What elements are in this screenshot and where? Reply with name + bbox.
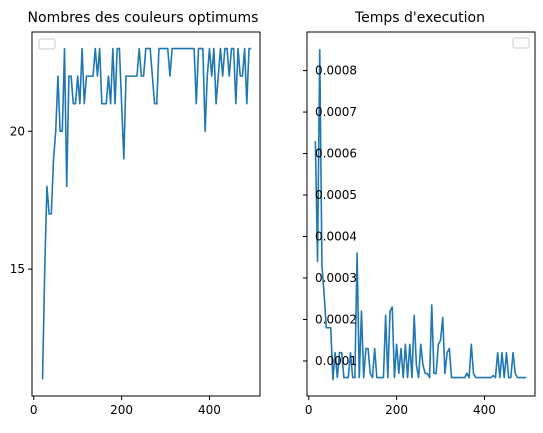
x-axis: 0 200 400: [305, 396, 496, 417]
y-tick-label: 0.0008: [315, 64, 357, 78]
y-tick-label: 15: [10, 262, 25, 276]
chart-title: Nombres des couleurs optimums: [28, 10, 259, 26]
x-tick-label: 0: [30, 403, 38, 417]
series-line-group: [41, 47, 252, 380]
legend-box: [38, 38, 56, 50]
legend-box: [512, 37, 530, 49]
x-tick-label: 0: [305, 403, 313, 417]
x-tick-label: 400: [198, 403, 221, 417]
plot-frame: [31, 31, 261, 397]
x-tick-label: 200: [110, 403, 133, 417]
y-axis: 0.0001 0.0002 0.0003 0.0004 0.0005 0.0006 0.00…: [303, 64, 357, 368]
y-tick-label: 0.0004: [315, 230, 357, 244]
y-tick-label: 0.0007: [315, 105, 357, 119]
x-axis: 0 200 400: [30, 396, 221, 417]
plot-frame: [306, 31, 536, 397]
y-tick-label: 0.0006: [315, 147, 357, 161]
series-line-0: [41, 47, 252, 380]
chart-left: Nombres des couleurs optimums 0 200 400 15…: [10, 10, 261, 417]
y-tick-label: 0.0005: [315, 188, 357, 202]
chart-title: Temps d'execution: [354, 10, 485, 26]
x-tick-label: 400: [473, 403, 496, 417]
series-line-group: [314, 49, 527, 381]
chart-right: Temps d'execution 0 200 400 0.00010.00020.…: [303, 10, 536, 417]
series-line-0: [314, 49, 527, 381]
y-tick-label: 0.0002: [315, 312, 357, 326]
y-tick-label: 0.0001: [315, 354, 357, 368]
y-tick-label: 20: [10, 124, 25, 138]
y-tick-label: 0.0003: [315, 271, 357, 285]
x-tick-label: 200: [385, 403, 408, 417]
